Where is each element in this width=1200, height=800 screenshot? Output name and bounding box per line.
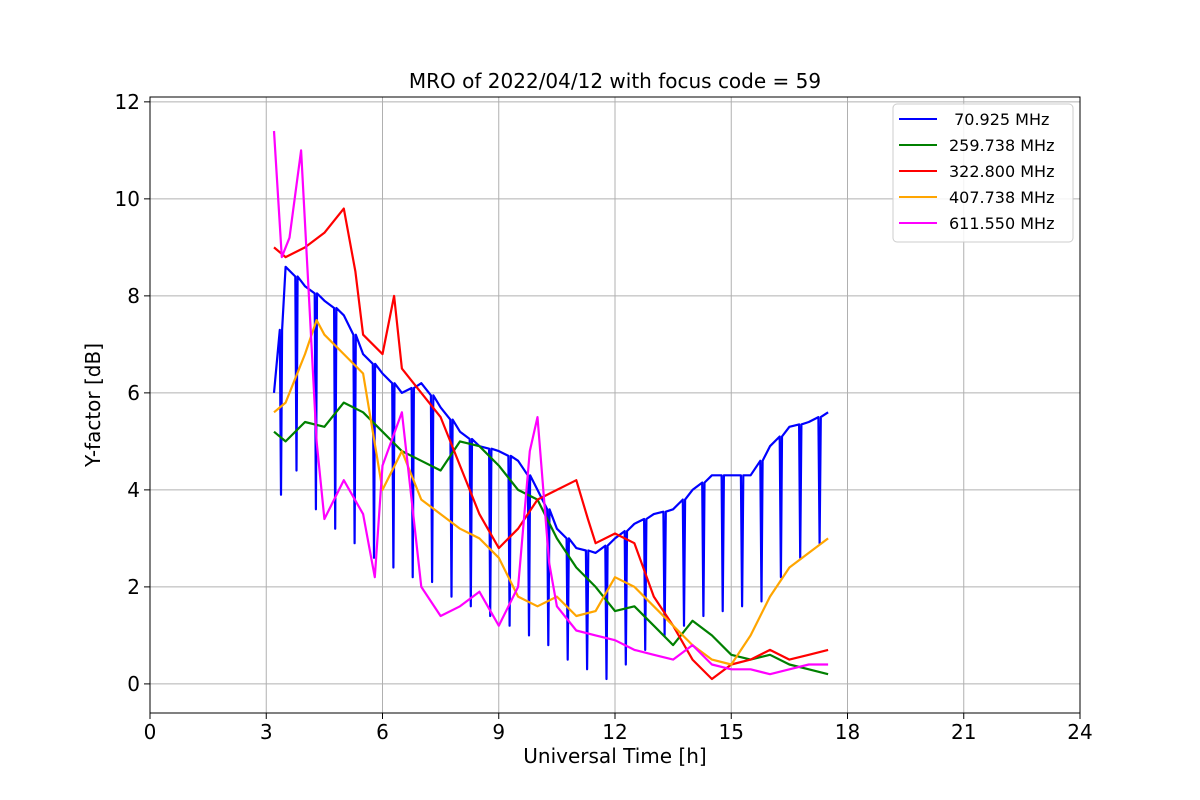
- legend-box: [892, 103, 1074, 243]
- x-tick-label: 15: [719, 720, 744, 744]
- x-tick-label: 6: [376, 720, 389, 744]
- chart-title: MRO of 2022/04/12 with focus code = 59: [409, 69, 821, 93]
- x-tick-label: 3: [260, 720, 273, 744]
- x-tick-label: 18: [835, 720, 860, 744]
- legend: 70.925 MHz 259.738 MHz 322.800 MHz 407.738 …: [892, 103, 1074, 243]
- legend-label-2: 322.800 MHz: [949, 162, 1054, 181]
- y-tick-label: 12: [115, 90, 140, 114]
- y-axis-ticks: 0 2 4 6 8 10 12: [115, 90, 150, 696]
- x-tick-label: 0: [144, 720, 157, 744]
- legend-label-3: 407.738 MHz: [949, 188, 1054, 207]
- plot-series-group: [272, 130, 829, 681]
- x-tick-label: 24: [1067, 720, 1092, 744]
- x-tick-label: 9: [492, 720, 505, 744]
- x-axis-ticks: 0 3 6 9 12 15 18 21 24: [144, 713, 1093, 744]
- y-tick-label: 6: [127, 381, 140, 405]
- y-tick-label: 4: [127, 478, 140, 502]
- legend-label-1: 259.738 MHz: [949, 136, 1054, 155]
- legend-label-0: 70.925 MHz: [949, 110, 1049, 129]
- y-tick-label: 10: [115, 187, 140, 211]
- y-tick-label: 0: [127, 672, 140, 696]
- legend-label-4: 611.550 MHz: [949, 214, 1054, 233]
- y-tick-label: 8: [127, 284, 140, 308]
- x-tick-label: 12: [602, 720, 627, 744]
- x-tick-label: 21: [951, 720, 976, 744]
- y-tick-label: 2: [127, 575, 140, 599]
- series-line-4: [272, 130, 829, 676]
- series-line-2: [273, 207, 829, 681]
- series-line-1: [273, 401, 829, 676]
- series-line-3: [273, 319, 829, 666]
- x-axis-label: Universal Time [h]: [523, 744, 706, 768]
- series-line-0: [272, 265, 829, 681]
- y-axis-label: Y-factor [dB]: [81, 343, 105, 468]
